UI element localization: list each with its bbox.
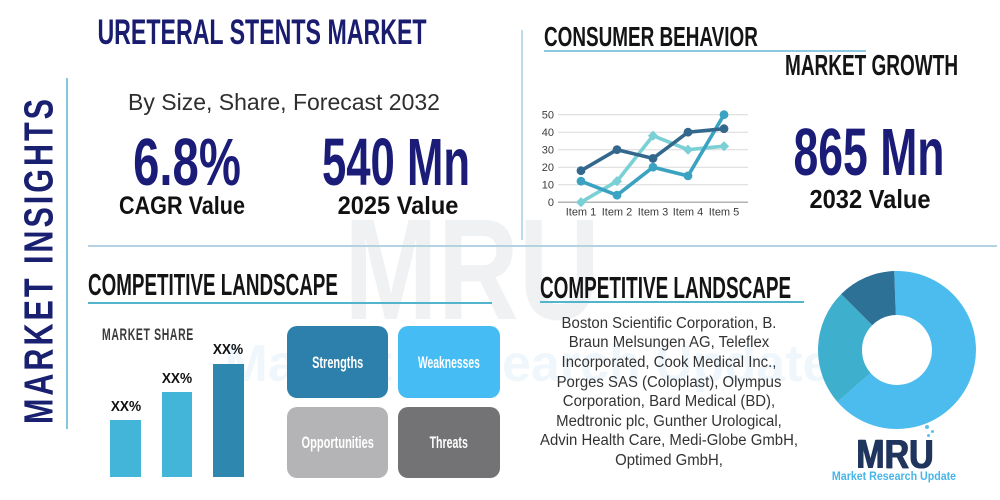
svg-text:0: 0 <box>548 197 554 209</box>
svg-text:Item 1: Item 1 <box>566 207 597 219</box>
svg-text:30: 30 <box>542 145 554 157</box>
svg-text:Item 3: Item 3 <box>638 207 669 219</box>
svg-text:20: 20 <box>542 162 554 174</box>
svg-text:40: 40 <box>542 127 554 139</box>
svg-text:Item 4: Item 4 <box>673 207 704 219</box>
svg-text:10: 10 <box>542 180 554 192</box>
svg-text:Item 5: Item 5 <box>709 207 740 219</box>
svg-text:Item 2: Item 2 <box>602 207 633 219</box>
svg-text:50: 50 <box>542 110 554 122</box>
